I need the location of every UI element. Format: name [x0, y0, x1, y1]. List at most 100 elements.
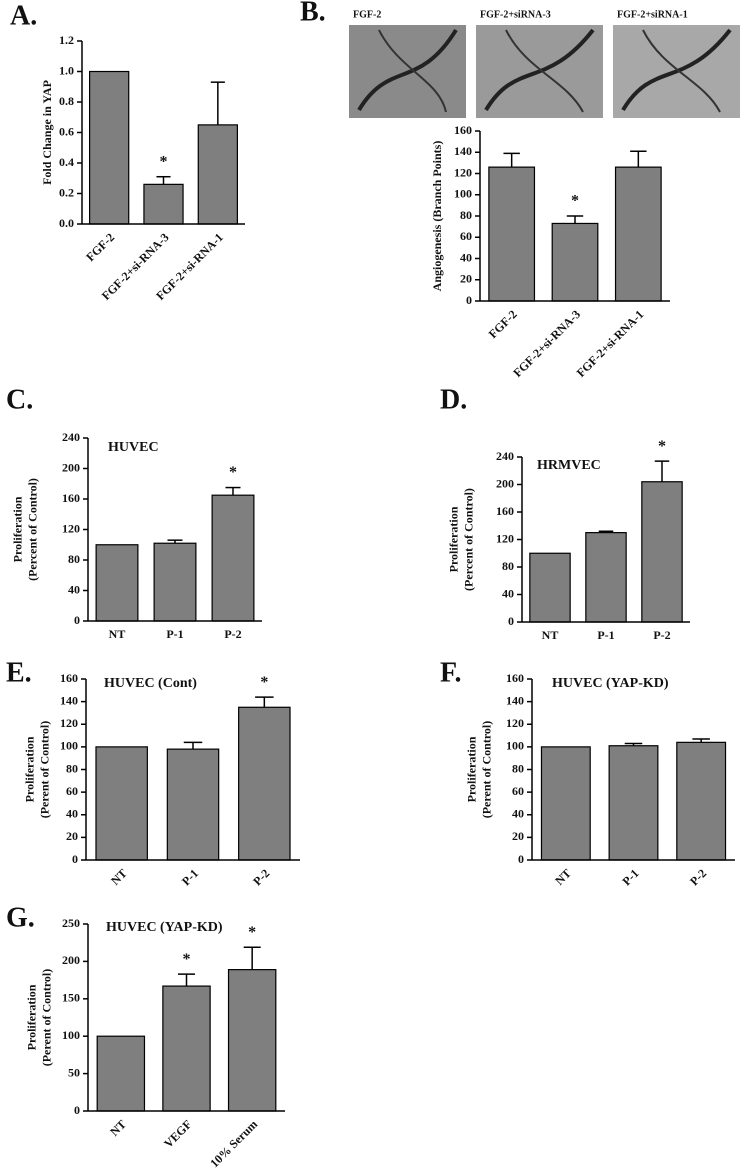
y-tick-label: 120	[506, 716, 524, 730]
bar	[540, 746, 591, 861]
bar	[153, 542, 197, 622]
y-tick-label: 200	[62, 460, 80, 474]
y-tick-label: 40	[460, 250, 472, 264]
bar	[614, 166, 662, 302]
y-tick-label: 150	[62, 991, 80, 1005]
y-tick-label: 0.6	[59, 124, 74, 138]
significance-mark: *	[229, 464, 237, 481]
y-axis-label: Proliferation	[464, 736, 478, 802]
bar	[166, 748, 220, 861]
chart-panel: G. HUVEC (YAP-KD) Proliferation (Perent of …	[6, 902, 285, 1170]
y-tick-label: 250	[62, 916, 80, 930]
y-tick-label: 0.0	[59, 216, 74, 230]
x-tick-label: NT	[108, 866, 130, 888]
y-tick-label: 80	[502, 559, 514, 573]
chart-title: HUVEC (YAP-KD)	[106, 920, 223, 935]
significance-mark: *	[160, 153, 168, 170]
y-axis-label: (Perent of Control)	[39, 969, 53, 1067]
bar	[585, 532, 627, 623]
y-axis-label: Proliferation	[446, 506, 460, 572]
y-tick-label: 160	[454, 123, 472, 137]
y-tick-label: 80	[460, 208, 472, 222]
y-tick-label: 160	[506, 671, 524, 685]
y-tick-label: 120	[496, 531, 514, 545]
y-tick-label: 20	[512, 829, 524, 843]
bar	[143, 183, 184, 225]
y-tick-label: 200	[496, 476, 514, 490]
y-axis-label: Proliferation	[24, 984, 38, 1050]
y-tick-label: 80	[68, 552, 80, 566]
x-tick-label: P-2	[653, 628, 670, 642]
bar	[608, 745, 659, 861]
significance-mark: *	[183, 951, 191, 968]
y-tick-label: 40	[512, 807, 524, 821]
x-tick-label: P-2	[250, 866, 272, 888]
y-tick-label: 40	[66, 807, 78, 821]
y-tick-label: 140	[60, 693, 78, 707]
bar	[676, 741, 727, 861]
bar	[95, 746, 148, 861]
y-tick-label: 100	[454, 187, 472, 201]
x-tick-label: NT	[542, 628, 559, 642]
y-tick-label: 160	[60, 671, 78, 685]
y-tick-label: 240	[496, 449, 514, 463]
bar	[529, 552, 571, 623]
vessel	[357, 28, 458, 112]
vessel	[505, 29, 584, 113]
chart-panel: C. HUVEC Proliferation (Percent of Control)…	[6, 384, 262, 641]
y-tick-label: 0	[518, 852, 524, 866]
significance-mark: *	[260, 674, 268, 691]
y-tick-label: 120	[454, 165, 472, 179]
bar	[238, 706, 291, 861]
y-tick-label: 100	[62, 1028, 80, 1042]
bar	[162, 985, 211, 1112]
y-tick-label: 120	[60, 716, 78, 730]
bar	[211, 494, 255, 622]
x-tick-label: NT	[109, 627, 126, 641]
x-tick-label: FGF-2	[486, 307, 520, 341]
chart-title: HUVEC (YAP-KD)	[552, 676, 669, 691]
y-tick-label: 140	[454, 144, 472, 158]
vessel	[484, 28, 595, 112]
y-tick-label: 60	[66, 784, 78, 798]
bar	[96, 1035, 146, 1112]
x-tick-label: P-2	[687, 866, 709, 888]
y-tick-label: 0.2	[59, 185, 74, 199]
x-tick-label: FGF-2+si-RNA-3	[510, 307, 583, 380]
bar	[227, 969, 277, 1112]
x-tick-label: NT	[552, 866, 574, 888]
significance-mark: *	[571, 193, 579, 210]
x-tick-label: P-1	[166, 627, 183, 641]
x-tick-label: 10% Serum	[207, 1117, 260, 1170]
image-label: FGF-2	[353, 9, 381, 20]
x-tick-label: VEGF	[161, 1117, 194, 1150]
bar	[641, 481, 683, 623]
image-label: FGF-2+siRNA-3	[480, 9, 551, 20]
bar	[488, 166, 536, 302]
y-axis-label: (Perent of Control)	[479, 721, 493, 819]
panel-label: F.	[440, 657, 462, 688]
x-tick-label: FGF-2	[83, 230, 117, 264]
y-tick-label: 0.4	[59, 155, 74, 169]
y-axis-label: Fold Change in YAP	[40, 80, 54, 185]
vessel	[642, 29, 721, 113]
chart-title: HRMVEC	[537, 458, 601, 473]
y-tick-label: 80	[66, 761, 78, 775]
x-tick-label: P-1	[619, 866, 641, 888]
y-tick-label: 160	[62, 491, 80, 505]
y-tick-label: 20	[66, 829, 78, 843]
y-tick-label: 200	[62, 953, 80, 967]
y-tick-label: 0	[72, 852, 78, 866]
y-tick-label: 240	[62, 430, 80, 444]
chart-title: HUVEC (Cont)	[104, 676, 197, 691]
y-tick-label: 40	[68, 582, 80, 596]
y-tick-label: 0.8	[59, 94, 74, 108]
bar	[551, 222, 599, 302]
image-label: FGF-2+siRNA-1	[617, 9, 688, 20]
panel-label: E.	[6, 657, 32, 688]
y-tick-label: 100	[506, 739, 524, 753]
x-tick-label: FGF-2+si-RNA-1	[574, 307, 647, 380]
y-axis-label: Proliferation	[22, 736, 36, 802]
panel-label: G.	[6, 902, 35, 933]
